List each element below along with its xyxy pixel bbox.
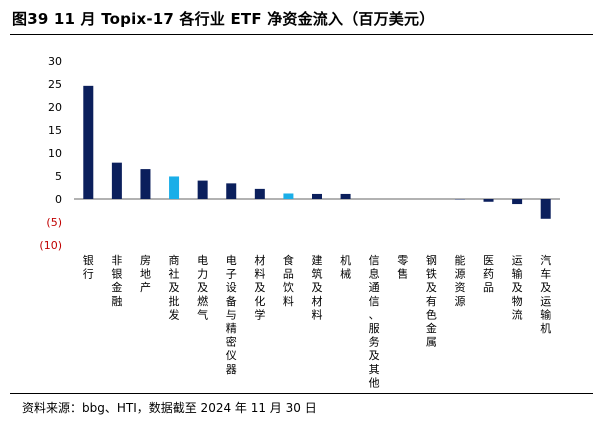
y-tick-label: 30 — [48, 55, 62, 68]
category-label: 商社及批发 — [169, 253, 180, 321]
y-tick-label: (10) — [39, 239, 62, 252]
category-label: 银行 — [83, 253, 94, 281]
bar — [83, 85, 94, 199]
category-label: 房地产 — [140, 254, 151, 294]
category-label: 钢铁及有色金属 — [426, 254, 437, 349]
category-label: 建筑及材料 — [312, 253, 323, 321]
category-label: 食品饮料 — [283, 253, 294, 308]
category-label: 运输及物流 — [512, 254, 523, 321]
title-rule — [10, 34, 593, 35]
y-axis: 30 25 20 15 10 5 0 (5) (10) — [39, 55, 560, 252]
bar — [169, 176, 180, 199]
bar — [512, 199, 523, 205]
y-tick-label: 0 — [55, 193, 62, 206]
category-label: 信息通信、服务及其他 — [369, 254, 380, 389]
source-rule — [10, 393, 593, 394]
bar — [226, 183, 237, 199]
category-label: 材料及化学 — [254, 253, 265, 321]
bar — [483, 199, 494, 202]
bar — [140, 169, 151, 199]
bars — [83, 85, 551, 219]
bar — [111, 162, 122, 199]
bar — [340, 193, 351, 199]
category-label: 电子设备与精密仪器 — [226, 254, 237, 376]
chart-title: 图39 11 月 Topix-17 各行业 ETF 净资金流入（百万美元） — [12, 10, 435, 28]
source-note: 资料来源：bbg、HTI，数据截至 2024 年 11 月 30 日 — [22, 401, 317, 415]
category-label: 医药品 — [483, 254, 494, 294]
bar — [312, 193, 322, 199]
y-tick-label: 15 — [48, 124, 62, 137]
y-tick-label: (5) — [46, 216, 62, 229]
bar — [283, 193, 294, 199]
category-label: 电力及燃气 — [197, 254, 208, 321]
bar — [254, 188, 265, 199]
category-label: 机械 — [340, 253, 351, 281]
category-label: 能源资源 — [454, 253, 465, 308]
y-tick-label: 20 — [48, 101, 62, 114]
bar — [197, 180, 208, 199]
bar — [540, 199, 551, 219]
category-labels: 银行 非银金融 房地产 商社及批发 电力及燃气 电子设备与精密仪器 材料及化学 食品饮料 建筑及… — [83, 253, 551, 389]
y-tick-label: 5 — [55, 170, 62, 183]
y-tick-label: 10 — [48, 147, 62, 160]
category-label: 零售 — [397, 254, 408, 281]
category-label: 汽车及运输机 — [540, 253, 551, 335]
y-tick-label: 25 — [48, 78, 62, 91]
category-label: 非银金融 — [111, 254, 122, 308]
